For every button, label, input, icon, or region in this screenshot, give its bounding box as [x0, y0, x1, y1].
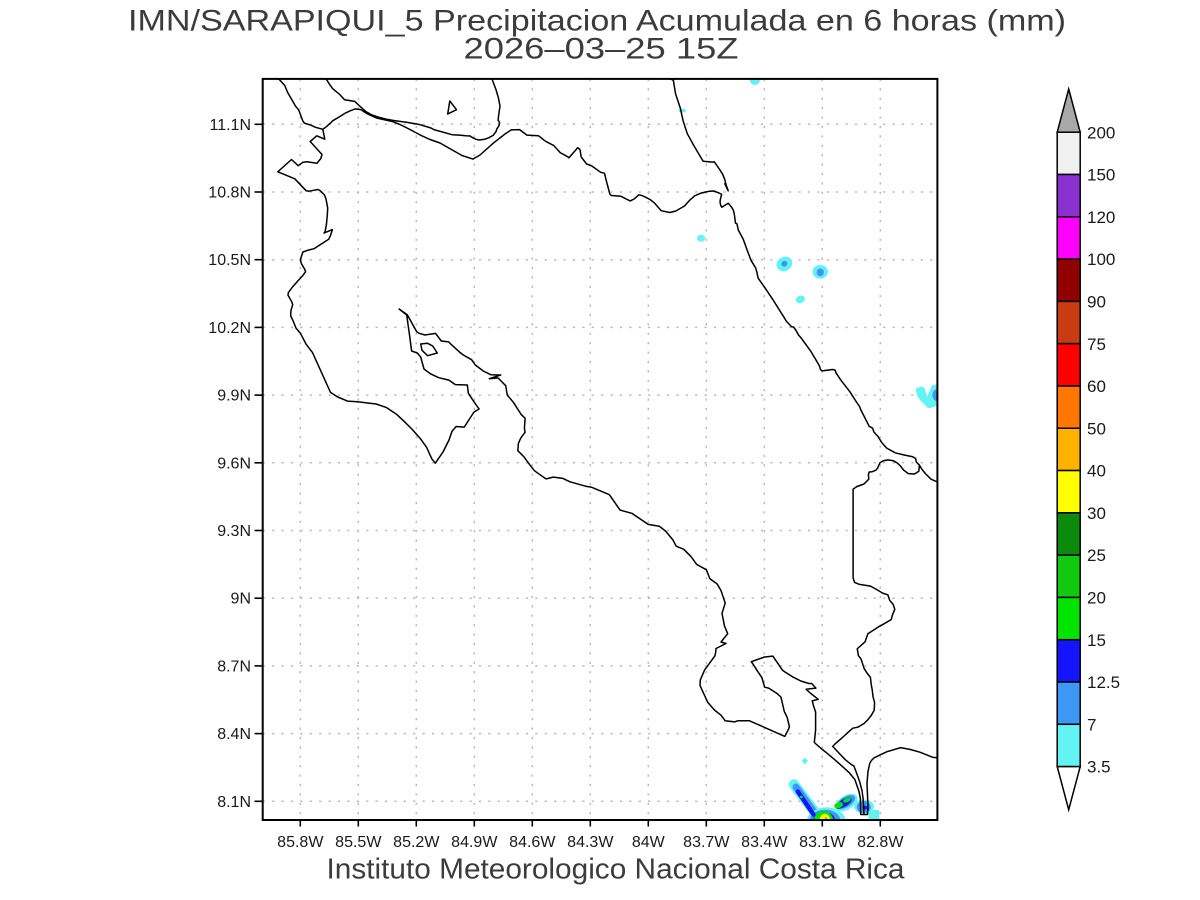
svg-text:IMN/SARAPIQUI_5 Precipitacion: IMN/SARAPIQUI_5 Precipitacion Acumulada …: [128, 5, 1066, 38]
svg-text:75: 75: [1087, 335, 1106, 354]
svg-text:85.5W: 85.5W: [335, 834, 382, 851]
svg-text:11.1N: 11.1N: [209, 117, 251, 134]
svg-text:90: 90: [1087, 293, 1106, 312]
svg-text:3.5: 3.5: [1087, 758, 1111, 777]
svg-text:84.3W: 84.3W: [567, 834, 614, 851]
svg-text:50: 50: [1087, 419, 1106, 438]
svg-text:9.9N: 9.9N: [217, 388, 251, 405]
svg-text:15: 15: [1087, 631, 1106, 650]
svg-text:10.2N: 10.2N: [208, 320, 251, 337]
svg-text:25: 25: [1087, 546, 1106, 565]
svg-text:84.9W: 84.9W: [451, 834, 498, 851]
svg-text:9N: 9N: [231, 591, 251, 608]
svg-text:10.5N: 10.5N: [208, 252, 251, 269]
svg-text:Instituto Meteorologico Nacion: Instituto Meteorologico Nacional Costa R…: [327, 854, 906, 886]
svg-text:8.4N: 8.4N: [217, 726, 251, 743]
svg-text:85.2W: 85.2W: [393, 834, 440, 851]
svg-text:7: 7: [1087, 715, 1096, 734]
svg-text:2026–03–25 15Z: 2026–03–25 15Z: [464, 33, 739, 66]
svg-text:150: 150: [1087, 166, 1115, 185]
svg-text:82.8W: 82.8W: [857, 834, 904, 851]
svg-text:9.3N: 9.3N: [217, 523, 251, 540]
svg-text:30: 30: [1087, 504, 1106, 523]
svg-text:40: 40: [1087, 462, 1106, 481]
svg-text:84.6W: 84.6W: [509, 834, 556, 851]
svg-text:200: 200: [1087, 123, 1115, 142]
svg-text:8.7N: 8.7N: [217, 658, 251, 675]
svg-text:9.6N: 9.6N: [217, 455, 251, 472]
svg-text:60: 60: [1087, 377, 1106, 396]
svg-text:84W: 84W: [632, 834, 666, 851]
svg-text:20: 20: [1087, 589, 1106, 608]
svg-text:100: 100: [1087, 250, 1115, 269]
svg-text:12.5: 12.5: [1087, 673, 1120, 692]
svg-text:8.1N: 8.1N: [217, 794, 251, 811]
svg-text:85.8W: 85.8W: [277, 834, 324, 851]
svg-text:10.8N: 10.8N: [208, 185, 251, 202]
svg-text:83.1W: 83.1W: [799, 834, 846, 851]
svg-text:83.4W: 83.4W: [741, 834, 788, 851]
svg-text:120: 120: [1087, 208, 1115, 227]
svg-text:83.7W: 83.7W: [683, 834, 730, 851]
